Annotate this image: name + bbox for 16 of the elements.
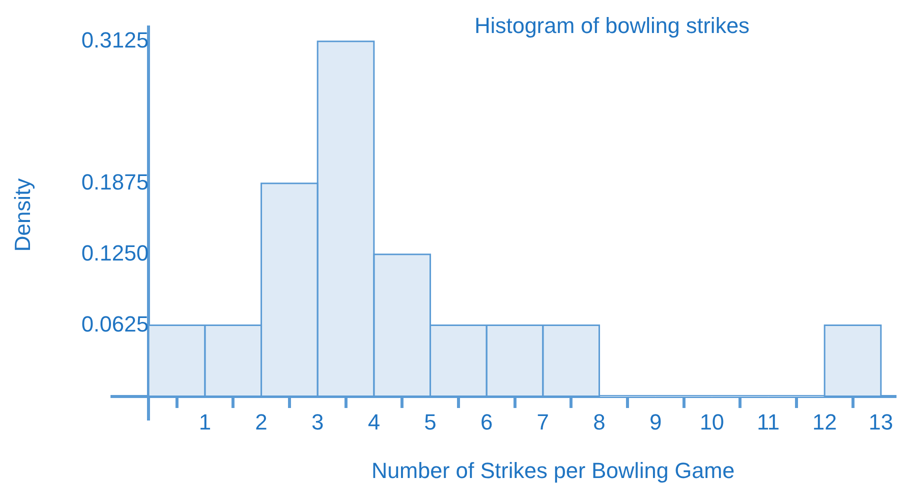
x-tick-label: 2 xyxy=(255,410,268,435)
x-tick-label: 7 xyxy=(536,410,550,435)
x-tick-label: 4 xyxy=(368,410,380,435)
x-tick-label: 5 xyxy=(424,410,436,435)
x-tick-label: 8 xyxy=(593,410,606,435)
chart-title: Histogram of bowling strikes xyxy=(474,13,750,38)
x-tick-label: 1 xyxy=(198,410,212,435)
x-tick-label: 10 xyxy=(700,410,724,435)
x-tick-label: 12 xyxy=(812,410,837,435)
x-tick-label: 9 xyxy=(649,410,662,435)
x-axis-title: Number of Strikes per Bowling Game xyxy=(371,458,735,484)
x-tick-label: 3 xyxy=(311,410,324,435)
y-axis-title: Density xyxy=(10,178,36,252)
x-tick-label: 13 xyxy=(868,410,894,435)
x-tick-label: 11 xyxy=(756,410,780,435)
x-tick-label: 6 xyxy=(480,410,493,435)
